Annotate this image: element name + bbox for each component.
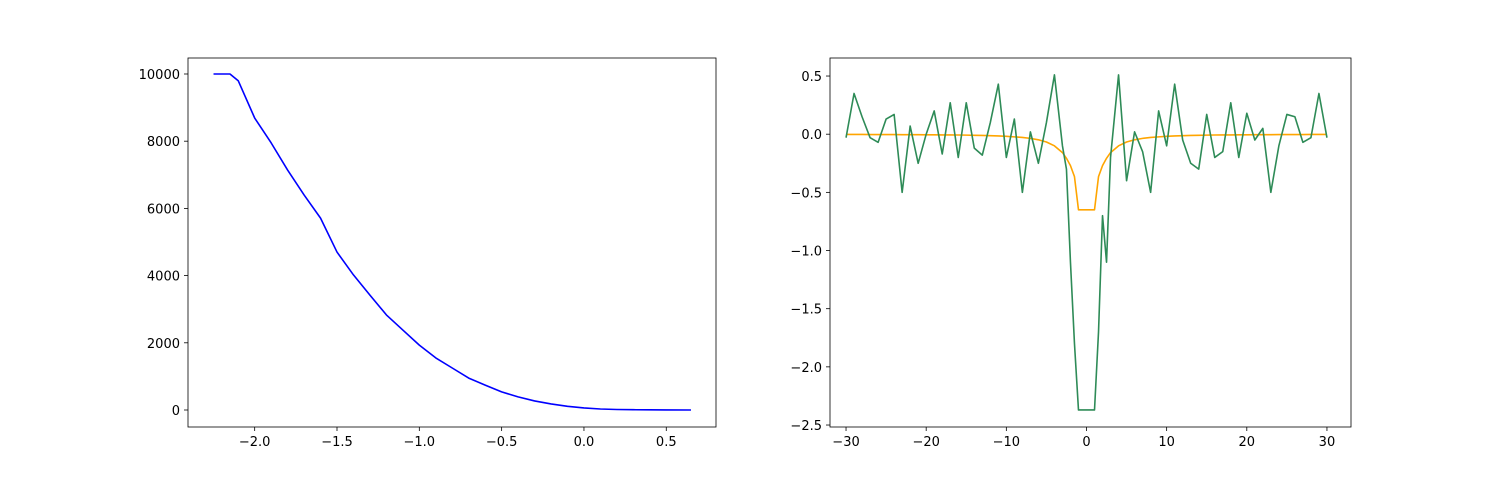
x-tick-label: 0.0 — [574, 435, 595, 450]
y-tick-label: −2.5 — [790, 419, 822, 434]
x-tick-label: −30 — [832, 435, 859, 450]
y-tick-label: 0.0 — [801, 128, 822, 143]
y-tick-label: 0 — [172, 404, 180, 419]
y-tick-label: 8000 — [147, 135, 180, 150]
data-line — [845, 74, 1328, 411]
x-tick-label: −20 — [912, 435, 939, 450]
y-tick-label: 0.5 — [801, 70, 822, 85]
x-tick-label: −10 — [993, 435, 1020, 450]
y-tick-label: 10000 — [139, 68, 180, 83]
x-tick-label: 0.5 — [656, 435, 677, 450]
x-tick-label: 0 — [1082, 435, 1090, 450]
x-tick-label: −1.5 — [321, 435, 353, 450]
axes-frame — [187, 57, 717, 428]
x-tick-label: 10 — [1158, 435, 1175, 450]
x-tick-label: 30 — [1319, 435, 1336, 450]
axes-frame — [829, 57, 1352, 428]
y-tick-label: −2.0 — [790, 361, 822, 376]
y-tick-label: 2000 — [147, 337, 180, 352]
y-tick-label: 4000 — [147, 270, 180, 285]
y-tick-label: 6000 — [147, 202, 180, 217]
y-tick-label: −1.5 — [790, 303, 822, 318]
data-line — [213, 73, 691, 411]
y-tick-label: −0.5 — [790, 186, 822, 201]
x-tick-label: −1.0 — [404, 435, 436, 450]
x-tick-label: −0.5 — [486, 435, 518, 450]
x-tick-label: 20 — [1239, 435, 1256, 450]
y-tick-label: −1.0 — [790, 245, 822, 260]
data-line — [846, 133, 1327, 211]
x-tick-label: −2.0 — [239, 435, 271, 450]
